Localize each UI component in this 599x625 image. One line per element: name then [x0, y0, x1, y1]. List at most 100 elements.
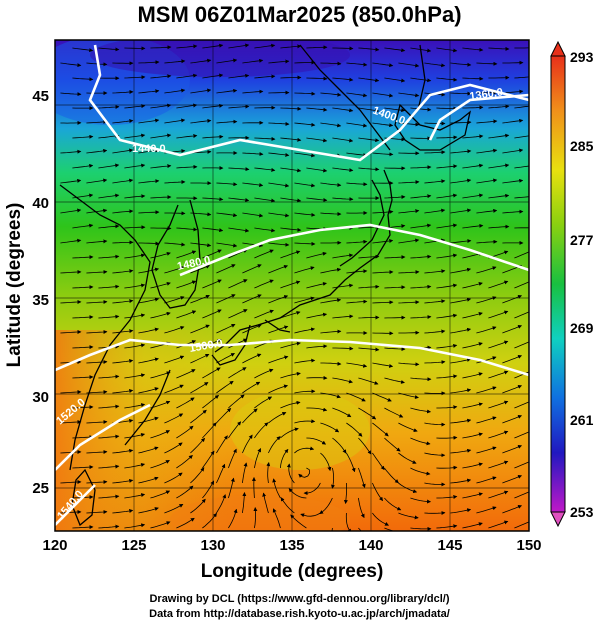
streamline-arrow: [280, 197, 302, 203]
streamline-arrow: [60, 299, 82, 304]
streamline-arrow: [280, 341, 301, 349]
y-tick-label: 30: [32, 389, 49, 406]
streamline-arrow: [176, 164, 198, 169]
streamline-arrow: [190, 437, 206, 454]
streamline-arrow: [320, 422, 340, 433]
streamline-arrow: [436, 374, 458, 379]
streamline-arrow: [254, 396, 273, 409]
streamline-arrow: [150, 133, 172, 139]
streamline-arrow: [358, 137, 380, 143]
streamline-arrow: [514, 165, 529, 169]
streamline-arrow: [346, 269, 368, 274]
streamline-arrow: [268, 325, 289, 334]
streamline-arrow: [294, 446, 315, 454]
streamline-arrow: [164, 503, 184, 514]
streamline-arrow: [436, 193, 458, 199]
streamline-arrow: [228, 197, 250, 202]
streamline-arrow: [384, 407, 404, 418]
streamline-arrow: [112, 178, 134, 184]
streamline-arrow: [216, 264, 236, 274]
x-tick-label: 140: [358, 537, 383, 554]
streamline-arrow: [280, 400, 301, 409]
streamline-arrow: [476, 356, 497, 364]
streamline-arrow: [358, 167, 380, 172]
streamline-arrow: [86, 178, 108, 184]
streamline-arrow: [320, 122, 342, 128]
streamline-arrow: [228, 227, 250, 233]
streamline-arrow: [150, 430, 171, 439]
streamline-arrow: [242, 264, 262, 274]
streamline-arrow: [60, 178, 82, 184]
streamline-arrow: [268, 59, 290, 64]
streamline-arrow: [294, 241, 316, 246]
streamline-arrow: [124, 313, 146, 319]
streamline-arrow: [294, 152, 316, 158]
streamline-arrow: [320, 361, 342, 366]
streamline-arrow: [124, 433, 146, 439]
streamline-arrow: [164, 355, 185, 364]
streamline-arrow: [450, 358, 472, 364]
streamline-arrow: [202, 227, 224, 233]
streamline-arrow: [112, 119, 134, 124]
streamline-arrow: [502, 178, 524, 184]
streamline-arrow: [398, 180, 420, 185]
streamline-arrow: [164, 472, 183, 484]
streamline-arrow: [228, 43, 250, 49]
streamline-arrow: [216, 294, 236, 304]
streamline-arrow: [242, 434, 253, 454]
streamline-arrow: [502, 325, 523, 334]
streamline-arrow: [216, 119, 238, 124]
streamline-arrow: [112, 329, 134, 334]
streamline-arrow: [488, 310, 509, 319]
streamline-arrow: [450, 327, 472, 334]
streamline-arrow: [112, 148, 134, 154]
streamline-arrow: [280, 448, 289, 469]
streamline-arrow: [86, 119, 108, 124]
streamline-arrow: [436, 106, 458, 111]
streamline-arrow: [138, 60, 160, 65]
streamline-arrow: [424, 150, 446, 155]
streamline-arrow: [358, 47, 380, 52]
colorbar-label: 261: [570, 412, 594, 428]
streamline-arrow: [514, 311, 529, 319]
streamline-arrow: [112, 89, 134, 94]
streamline-arrow: [242, 58, 264, 64]
streamline-arrow: [254, 279, 274, 289]
streamline-arrow: [320, 392, 341, 399]
streamline-arrow: [398, 362, 420, 367]
streamline-arrow: [216, 324, 236, 334]
streamline-arrow: [320, 329, 342, 334]
streamline-arrow: [294, 212, 316, 217]
streamline-arrow: [424, 360, 446, 365]
streamline-arrow: [138, 148, 160, 154]
y-tick-label: 25: [32, 480, 49, 497]
streamline-arrow: [254, 422, 269, 439]
streamline-arrow: [98, 163, 120, 169]
streamline-arrow: [424, 121, 446, 126]
streamline-arrow: [72, 345, 94, 350]
streamline-arrow: [476, 178, 498, 184]
streamline-arrow: [320, 212, 342, 217]
streamline-arrow: [112, 269, 134, 274]
streamline-arrow: [346, 152, 368, 158]
streamline-arrow: [358, 284, 380, 289]
streamline-arrow: [476, 61, 498, 66]
streamline-arrow: [358, 107, 380, 113]
streamline-arrow: [332, 137, 354, 143]
streamline-arrow: [358, 407, 377, 420]
streamline-arrow: [398, 300, 420, 305]
streamline-arrow: [514, 431, 529, 439]
streamline-arrow: [190, 88, 212, 94]
streamline-arrow: [502, 295, 523, 304]
streamline-arrow: [332, 197, 354, 202]
streamline-arrow: [216, 212, 238, 218]
streamline-arrow: [216, 408, 232, 424]
streamline-arrow: [476, 90, 498, 95]
streamline-arrow: [346, 299, 368, 304]
streamline-arrow: [268, 384, 289, 394]
streamline-arrow: [450, 178, 472, 184]
streamline-arrow: [488, 400, 509, 409]
streamline-arrow: [268, 412, 287, 424]
streamline-arrow: [86, 270, 108, 274]
streamline-arrow: [86, 239, 108, 244]
